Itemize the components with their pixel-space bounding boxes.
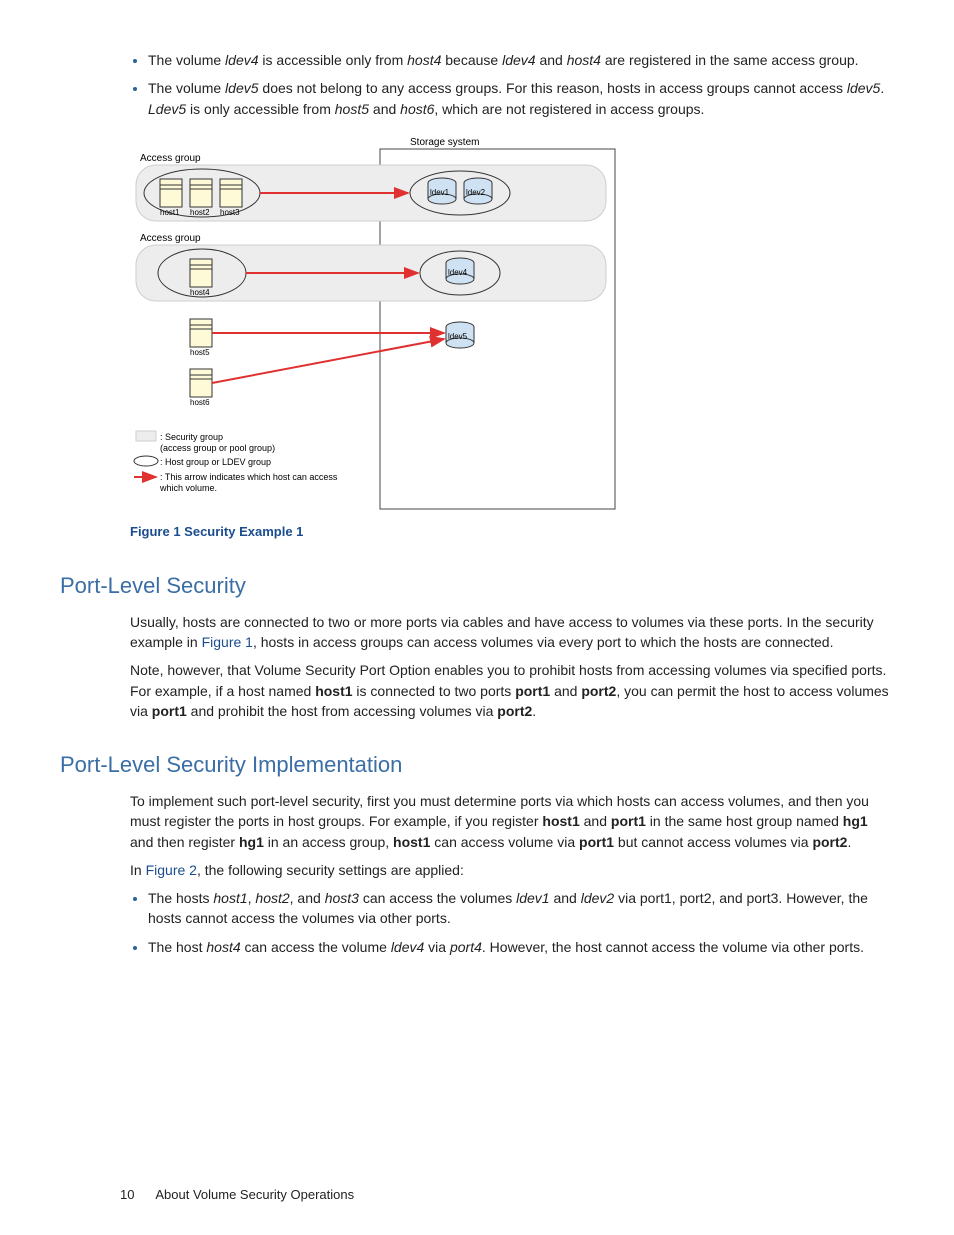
list-item: The host host4 can access the volume lde… xyxy=(148,937,894,957)
paragraph: In Figure 2, the following security sett… xyxy=(130,860,894,880)
ldev-icon: ldev5 xyxy=(446,322,474,348)
list-item: The hosts host1, host2, and host3 can ac… xyxy=(148,888,894,929)
svg-text:which volume.: which volume. xyxy=(159,483,217,493)
svg-text:host2: host2 xyxy=(190,208,210,217)
top-bullet-list: The volume ldev4 is accessible only from… xyxy=(130,50,894,119)
storage-label: Storage system xyxy=(410,137,479,148)
footer-title: About Volume Security Operations xyxy=(155,1187,354,1202)
figure-caption: Figure 1 Security Example 1 xyxy=(130,523,894,542)
bottom-bullet-list: The hosts host1, host2, and host3 can ac… xyxy=(130,888,894,957)
host-icon: host5 xyxy=(190,319,212,357)
svg-text:ldev2: ldev2 xyxy=(466,188,486,197)
paragraph: Note, however, that Volume Security Port… xyxy=(130,660,894,721)
access-group-label-1: Access group xyxy=(140,153,201,164)
host-icon: host1 xyxy=(160,179,182,217)
figure-1-link[interactable]: Figure 1 xyxy=(202,634,253,650)
svg-text:host3: host3 xyxy=(220,208,240,217)
svg-text:host1: host1 xyxy=(160,208,180,217)
host-icon: host4 xyxy=(190,259,212,297)
paragraph: To implement such port-level security, f… xyxy=(130,791,894,852)
section-heading-port-level-security: Port-Level Security xyxy=(60,570,894,602)
paragraph: Usually, hosts are connected to two or m… xyxy=(130,612,894,653)
ldev-icon: ldev2 xyxy=(464,178,492,204)
page-number: 10 xyxy=(120,1187,134,1202)
list-item: The volume ldev4 is accessible only from… xyxy=(148,50,894,70)
figure-2-link[interactable]: Figure 2 xyxy=(146,862,197,878)
svg-text:(access group or pool group): (access group or pool group) xyxy=(160,443,275,453)
page-footer: 10 About Volume Security Operations xyxy=(120,1186,354,1205)
host-icon: host3 xyxy=(220,179,242,217)
svg-text:host4: host4 xyxy=(190,288,210,297)
svg-text:: Security group: : Security group xyxy=(160,432,223,442)
security-diagram: Storage system Access group host1 host2 xyxy=(130,135,894,515)
svg-text:host5: host5 xyxy=(190,348,210,357)
section-heading-port-level-security-impl: Port-Level Security Implementation xyxy=(60,749,894,781)
svg-text:: This arrow indicates which h: : This arrow indicates which host can ac… xyxy=(160,472,338,482)
svg-text:: Host group or LDEV group: : Host group or LDEV group xyxy=(160,457,271,467)
ldev-icon: ldev4 xyxy=(446,258,474,284)
svg-text:ldev4: ldev4 xyxy=(448,268,468,277)
svg-text:host6: host6 xyxy=(190,398,210,407)
host-icon: host2 xyxy=(190,179,212,217)
ldev-icon: ldev1 xyxy=(428,178,456,204)
list-item: The volume ldev5 does not belong to any … xyxy=(148,78,894,119)
access-group-label-2: Access group xyxy=(140,233,201,244)
host-icon: host6 xyxy=(190,369,212,407)
svg-text:ldev5: ldev5 xyxy=(448,332,468,341)
svg-text:ldev1: ldev1 xyxy=(430,188,450,197)
